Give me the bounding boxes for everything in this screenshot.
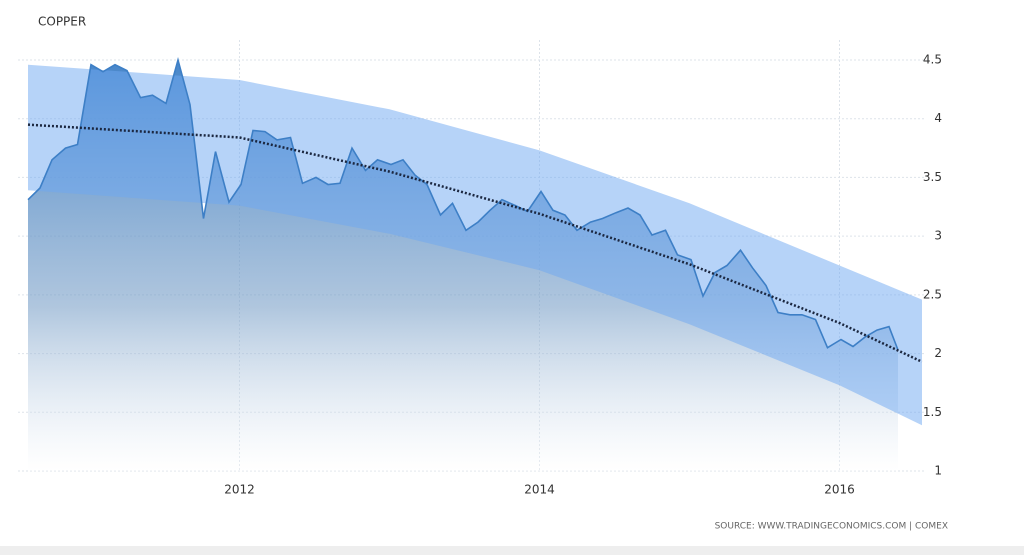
y-tick-label: 3.5: [923, 170, 942, 184]
trend-line: [27, 123, 923, 363]
chart-title: COPPER: [38, 15, 86, 29]
y-tick-label: 2.5: [923, 287, 942, 301]
price-area: [28, 60, 898, 471]
y-tick-label: 3: [934, 229, 942, 243]
y-tick-label: 1: [934, 464, 942, 478]
y-tick-label: 4: [934, 111, 942, 125]
forecast-band: [28, 64, 922, 426]
y-tick-label: 2: [934, 346, 942, 360]
bottom-strip: [0, 546, 1024, 555]
x-tick-label: 2014: [524, 483, 555, 497]
x-tick-label: 2016: [824, 483, 855, 497]
y-tick-label: 1.5: [923, 405, 942, 419]
x-tick-label: 2012: [224, 483, 255, 497]
y-tick-label: 4.5: [923, 53, 942, 67]
price-line: [27, 56, 899, 351]
source: SOURCE: WWW.TRADINGECONOMICS.COM | COMEX: [715, 522, 948, 532]
